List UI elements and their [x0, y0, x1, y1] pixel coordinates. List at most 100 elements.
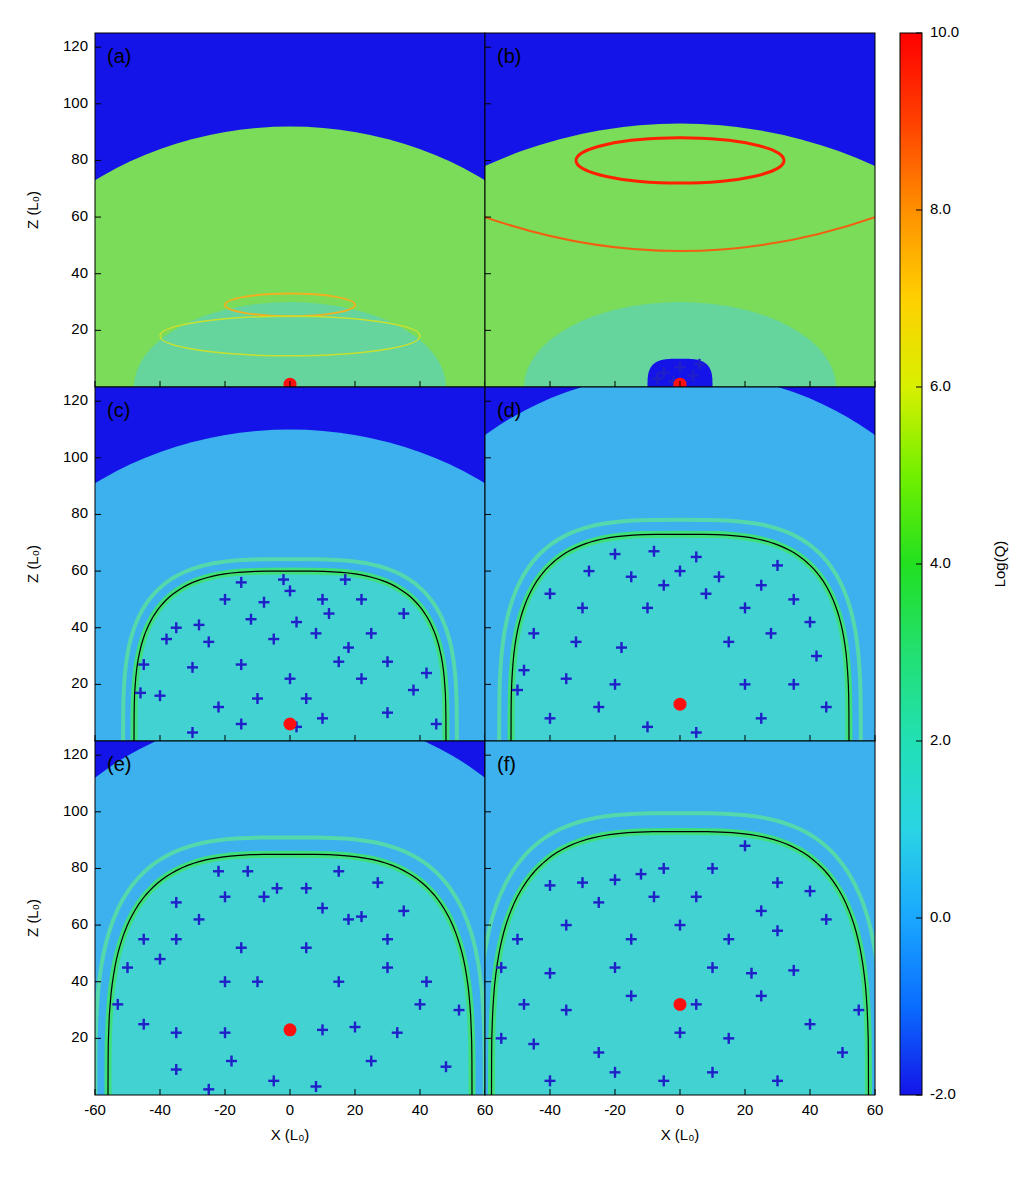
x-tick-label: -40: [149, 1101, 171, 1118]
plus-marker: [382, 707, 393, 718]
halo: [95, 837, 484, 1095]
plus-marker: [610, 549, 621, 560]
plus-marker: [415, 999, 426, 1010]
y-tick: [485, 755, 491, 756]
plus-v: [370, 628, 372, 639]
source-point: [674, 998, 687, 1011]
plus-marker: [636, 869, 647, 880]
y-tick: [95, 571, 101, 572]
plus-v: [565, 673, 567, 684]
plus-v: [419, 999, 421, 1010]
colorbar-tick: [916, 1095, 922, 1096]
x-tick: [615, 735, 616, 741]
y-tick: [95, 514, 101, 515]
y-tick: [95, 627, 101, 628]
plus-v: [159, 954, 161, 965]
plus-v: [776, 1075, 778, 1086]
y-tick: [95, 1038, 101, 1039]
plus-marker: [756, 713, 767, 724]
plus-marker: [317, 903, 328, 914]
halo: [485, 813, 875, 1095]
plus-v: [598, 897, 600, 908]
plus-marker: [236, 719, 247, 730]
plus-marker: [723, 1033, 734, 1044]
plus-marker: [658, 367, 669, 378]
plus-v: [692, 370, 694, 381]
plus-marker: [317, 1024, 328, 1035]
domain: [485, 124, 875, 387]
plus-marker: [772, 925, 783, 936]
plus-marker: [584, 566, 595, 577]
x-tick: [810, 1089, 811, 1095]
x-tick: [550, 381, 551, 387]
plus-v: [240, 659, 242, 670]
plus-marker: [350, 1022, 361, 1033]
x-tick-label: 40: [802, 1101, 819, 1118]
colorbar-tick-label: 6.0: [930, 377, 951, 394]
qsl: [576, 138, 784, 183]
plus-v: [458, 1005, 460, 1016]
plus-marker: [714, 571, 725, 582]
boundary-line: [492, 832, 869, 1095]
y-tick: [485, 925, 491, 926]
plus-v: [793, 965, 795, 976]
colorbar-tick: [916, 564, 922, 565]
x-tick: [355, 381, 356, 387]
plus-marker: [171, 934, 182, 945]
plus-v: [718, 571, 720, 582]
x-tick: [290, 1089, 291, 1095]
plus-v: [653, 546, 655, 557]
plus-v: [159, 690, 161, 701]
plot-area: [95, 741, 485, 1095]
plus-marker: [740, 679, 751, 690]
plus-marker: [324, 608, 335, 619]
plus-v: [412, 685, 414, 696]
y-tick-label: 80: [71, 858, 88, 875]
x-tick: [355, 735, 356, 741]
plus-marker: [187, 727, 198, 738]
plus-v: [695, 891, 697, 902]
x-tick: [615, 1089, 616, 1095]
plus-v: [321, 713, 323, 724]
plus-marker: [658, 580, 669, 591]
plus-v: [360, 911, 362, 922]
colorbar-tick: [916, 33, 922, 34]
plus-v: [575, 636, 577, 647]
plot-area: [485, 33, 875, 387]
plus-marker: [372, 877, 383, 888]
x-tick: [95, 735, 96, 741]
plus-marker: [171, 622, 182, 633]
y-tick: [95, 868, 101, 869]
plus-marker: [545, 968, 556, 979]
x-tick-label: 0: [676, 1101, 684, 1118]
plus-marker: [252, 693, 263, 704]
x-tick-label: 60: [477, 1101, 494, 1118]
plus-v: [760, 990, 762, 1001]
plus-v: [347, 914, 349, 925]
low-q-region: [524, 302, 836, 387]
plus-marker: [333, 976, 344, 987]
plus-v: [263, 891, 265, 902]
plus-marker: [454, 1005, 465, 1016]
panel-frame: [95, 387, 485, 741]
plus-v: [679, 362, 681, 373]
plus-marker: [268, 1075, 279, 1086]
plus-v: [858, 1005, 860, 1016]
colorbar-tick-label: 10.0: [930, 23, 959, 40]
plus-marker: [213, 702, 224, 713]
plus-v: [377, 877, 379, 888]
flux-rope-boundary: [108, 854, 472, 1095]
plus-marker: [291, 617, 302, 628]
y-tick: [485, 330, 491, 331]
plus-marker: [746, 968, 757, 979]
plus-v: [776, 925, 778, 936]
y-tick-label: 100: [63, 94, 88, 111]
low-q-region: [134, 302, 446, 387]
y-tick: [95, 330, 101, 331]
x-tick-label: 0: [286, 1101, 294, 1118]
plus-v: [663, 1075, 665, 1086]
x-tick: [745, 735, 746, 741]
qsl: [225, 294, 355, 317]
plus-marker: [171, 1064, 182, 1075]
colorbar-tick: [916, 387, 922, 388]
